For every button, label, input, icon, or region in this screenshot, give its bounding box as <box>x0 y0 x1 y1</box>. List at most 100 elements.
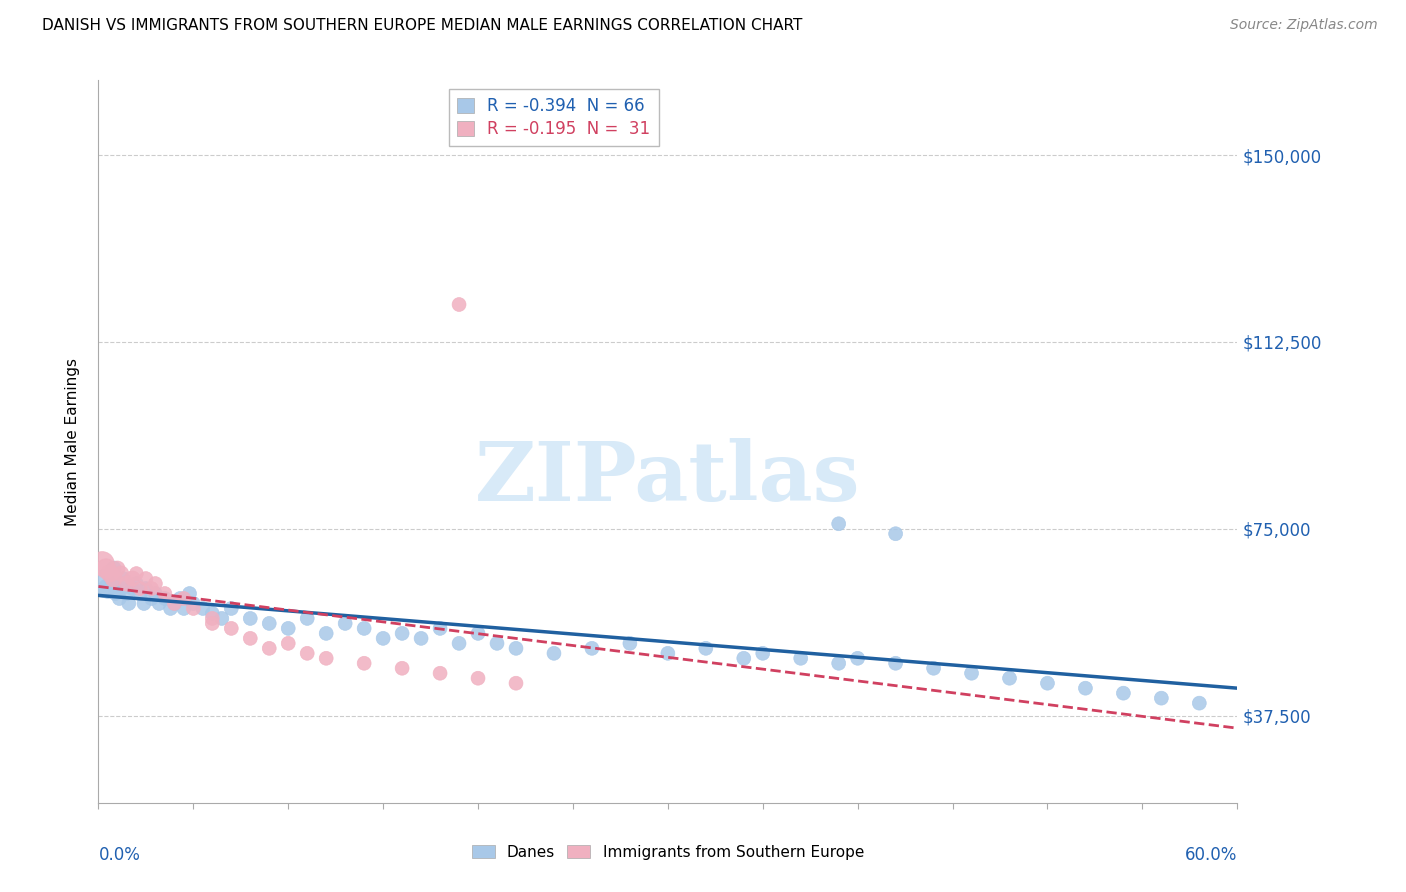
Point <box>100 572 122 586</box>
Point <box>733 651 755 665</box>
Point <box>752 646 775 660</box>
Point <box>201 607 224 621</box>
Point <box>145 586 167 600</box>
Point <box>107 561 129 575</box>
Point <box>135 582 157 596</box>
Point <box>353 657 375 671</box>
Point <box>97 582 120 596</box>
Point <box>277 636 299 650</box>
Point <box>581 641 603 656</box>
Point <box>118 597 141 611</box>
Point <box>429 666 451 681</box>
Point <box>93 576 115 591</box>
Point <box>115 586 138 600</box>
Point <box>221 601 243 615</box>
Point <box>315 651 337 665</box>
Point <box>141 591 163 606</box>
Point <box>125 576 148 591</box>
Point <box>543 646 565 660</box>
Point <box>449 636 471 650</box>
Point <box>159 601 181 615</box>
Point <box>922 661 945 675</box>
Point <box>145 576 167 591</box>
Point <box>91 557 114 571</box>
Point <box>141 582 163 596</box>
Point <box>505 641 527 656</box>
Point <box>211 611 233 625</box>
Legend: Danes, Immigrants from Southern Europe: Danes, Immigrants from Southern Europe <box>464 837 872 867</box>
Point <box>108 591 131 606</box>
Point <box>1112 686 1135 700</box>
Point <box>790 651 813 665</box>
Point <box>1188 696 1211 710</box>
Point <box>110 582 132 596</box>
Text: 0.0%: 0.0% <box>98 847 141 864</box>
Point <box>201 611 224 625</box>
Point <box>121 582 143 596</box>
Point <box>132 597 155 611</box>
Point <box>828 657 851 671</box>
Point <box>169 591 191 606</box>
Point <box>486 636 509 650</box>
Point <box>846 651 869 665</box>
Point <box>94 561 117 575</box>
Y-axis label: Median Male Earnings: Median Male Earnings <box>65 358 80 525</box>
Point <box>129 586 152 600</box>
Point <box>391 626 413 640</box>
Point <box>371 632 394 646</box>
Point <box>107 576 129 591</box>
Point <box>163 597 186 611</box>
Text: ZIPatlas: ZIPatlas <box>475 438 860 517</box>
Point <box>115 576 138 591</box>
Point <box>153 586 176 600</box>
Point <box>277 621 299 635</box>
Point <box>183 597 205 611</box>
Point <box>884 526 907 541</box>
Point <box>1150 691 1173 706</box>
Point <box>173 601 195 615</box>
Point <box>135 572 157 586</box>
Point <box>239 632 262 646</box>
Point <box>391 661 413 675</box>
Point <box>153 591 176 606</box>
Point <box>449 297 471 311</box>
Point <box>467 626 489 640</box>
Point <box>297 611 319 625</box>
Point <box>619 636 641 650</box>
Point <box>335 616 357 631</box>
Text: DANISH VS IMMIGRANTS FROM SOUTHERN EUROPE MEDIAN MALE EARNINGS CORRELATION CHART: DANISH VS IMMIGRANTS FROM SOUTHERN EUROP… <box>42 18 803 33</box>
Point <box>221 621 243 635</box>
Point <box>112 572 135 586</box>
Point <box>163 597 186 611</box>
Point <box>259 641 281 656</box>
Point <box>103 572 125 586</box>
Point <box>103 561 125 575</box>
Point <box>960 666 983 681</box>
Point <box>173 591 195 606</box>
Point <box>353 621 375 635</box>
Text: Source: ZipAtlas.com: Source: ZipAtlas.com <box>1230 18 1378 32</box>
Point <box>828 516 851 531</box>
Point <box>411 632 433 646</box>
Point <box>297 646 319 660</box>
Point <box>104 586 127 600</box>
Point <box>657 646 679 660</box>
Point <box>183 601 205 615</box>
Point <box>148 597 170 611</box>
Point <box>429 621 451 635</box>
Point <box>125 566 148 581</box>
Point <box>1074 681 1097 696</box>
Point <box>239 611 262 625</box>
Point <box>1036 676 1059 690</box>
Point <box>695 641 717 656</box>
Point <box>259 616 281 631</box>
Point <box>505 676 527 690</box>
Point <box>315 626 337 640</box>
Point <box>110 566 132 581</box>
Point <box>179 586 201 600</box>
Point <box>98 566 121 581</box>
Point <box>191 601 214 615</box>
Point <box>467 671 489 685</box>
Text: 60.0%: 60.0% <box>1185 847 1237 864</box>
Point <box>998 671 1021 685</box>
